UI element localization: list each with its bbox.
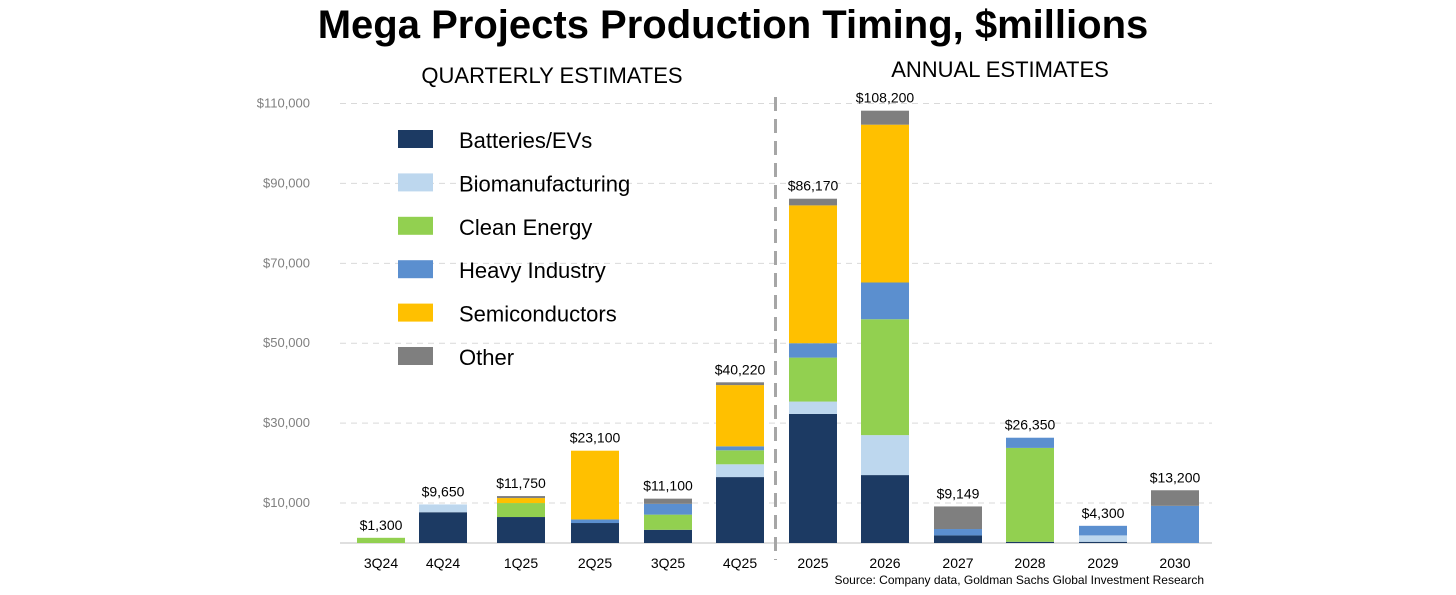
bar-segment <box>934 506 982 530</box>
total-label: $26,350 <box>1005 417 1056 433</box>
bar-segment <box>716 450 764 465</box>
legend-label: Heavy Industry <box>459 258 606 283</box>
bar-segment <box>861 475 909 543</box>
y-tick-label: $110,000 <box>257 96 310 111</box>
bar-segment <box>861 319 909 436</box>
bar-segment <box>644 503 692 515</box>
bar-segment <box>571 523 619 543</box>
total-label: $108,200 <box>856 90 915 106</box>
bar-segment <box>1151 490 1199 506</box>
bar-segment <box>1151 505 1199 543</box>
bar-segment <box>716 446 764 451</box>
x-tick-label: 4Q24 <box>426 555 460 571</box>
x-tick-label: 1Q25 <box>504 555 538 571</box>
x-tick-label: 3Q25 <box>651 555 685 571</box>
legend-label: Biomanufacturing <box>459 171 630 196</box>
x-tick-label: 2028 <box>1014 555 1045 571</box>
bar-segment <box>644 498 692 504</box>
legend-swatch <box>398 130 433 148</box>
legend-label: Other <box>459 345 514 370</box>
bar-segment <box>716 382 764 386</box>
bar-segment <box>789 401 837 414</box>
total-label: $40,220 <box>715 361 766 377</box>
total-label: $13,200 <box>1150 469 1201 485</box>
bar-segment <box>716 477 764 543</box>
x-tick-label: 3Q24 <box>364 555 398 571</box>
bar-segment <box>716 385 764 447</box>
bar-segment <box>497 496 545 499</box>
bar-segment <box>357 537 405 543</box>
legend-label: Clean Energy <box>459 215 592 240</box>
total-label: $86,170 <box>788 178 839 194</box>
chart-title: Mega Projects Production Timing, $millio… <box>318 3 1149 47</box>
y-tick-label: $90,000 <box>263 175 310 190</box>
legend: Batteries/EVs Biomanufacturing Clean Energ… <box>398 128 630 370</box>
legend-swatch <box>398 347 433 365</box>
total-label: $4,300 <box>1082 505 1125 521</box>
bar-segment <box>644 514 692 530</box>
x-tick-label: 4Q25 <box>723 555 757 571</box>
bar-segment <box>861 435 909 476</box>
bar-segment <box>861 124 909 283</box>
bar-segment <box>934 529 982 536</box>
legend-swatch <box>398 173 433 192</box>
section-label-annual: ANNUAL ESTIMATES <box>891 57 1109 82</box>
x-axis: 3Q24 4Q24 1Q25 2Q25 3Q25 4Q25 2025 2026 2027 2028… <box>364 555 1191 571</box>
bar-segment <box>1006 541 1054 543</box>
x-tick-label: 2Q25 <box>578 555 612 571</box>
bar-segment <box>789 343 837 358</box>
y-tick-label: $50,000 <box>263 335 310 350</box>
y-tick-label: $70,000 <box>263 255 310 270</box>
total-label: $9,650 <box>422 483 465 499</box>
legend-swatch <box>398 260 433 279</box>
bar-segment <box>789 357 837 402</box>
legend-swatch <box>398 303 433 322</box>
bar-segment <box>419 512 467 543</box>
total-label: $11,750 <box>496 475 546 491</box>
bar-segment <box>1006 447 1054 542</box>
bar-segment <box>497 503 545 518</box>
legend-label: Semiconductors <box>459 302 617 327</box>
x-tick-label: 2027 <box>942 555 973 571</box>
section-label-quarterly: QUARTERLY ESTIMATES <box>421 63 682 88</box>
bar-segment <box>934 535 982 543</box>
y-tick-label: $30,000 <box>263 415 310 430</box>
bar-segment <box>1006 437 1054 448</box>
bar-segment <box>789 413 837 543</box>
total-label: $1,300 <box>360 517 403 533</box>
bar-segment <box>497 517 545 543</box>
bar-segment <box>1079 541 1127 543</box>
bar-segment <box>789 205 837 344</box>
bar-segment <box>789 198 837 206</box>
x-tick-label: 2030 <box>1159 555 1190 571</box>
bar-segment <box>644 529 692 543</box>
legend-swatch <box>398 216 433 235</box>
bar-segment <box>1079 535 1127 542</box>
bar-segment <box>716 464 764 478</box>
source-note: Source: Company data, Goldman Sachs Glob… <box>834 573 1204 587</box>
bars <box>357 110 1199 543</box>
y-axis: $10,000 $30,000 $50,000 $70,000 $90,000 $110,… <box>257 96 310 511</box>
total-label: $9,149 <box>937 485 980 501</box>
total-label: $11,100 <box>643 478 693 494</box>
bar-segment <box>861 110 909 125</box>
data-labels: $1,300 $9,650 $11,750 $23,100 $11,100 $40,220… <box>360 90 1201 533</box>
bar-segment <box>419 504 467 513</box>
bar-segment <box>571 450 619 520</box>
bar-segment <box>861 282 909 320</box>
legend-label: Batteries/EVs <box>459 128 592 153</box>
bar-segment <box>571 519 619 524</box>
y-tick-label: $10,000 <box>263 495 310 510</box>
x-tick-label: 2029 <box>1087 555 1118 571</box>
bar-segment <box>1079 525 1127 536</box>
bar-segment <box>497 498 545 504</box>
x-tick-label: 2026 <box>869 555 900 571</box>
total-label: $23,100 <box>570 430 621 446</box>
gridlines <box>340 97 1212 560</box>
x-tick-label: 2025 <box>797 555 828 571</box>
